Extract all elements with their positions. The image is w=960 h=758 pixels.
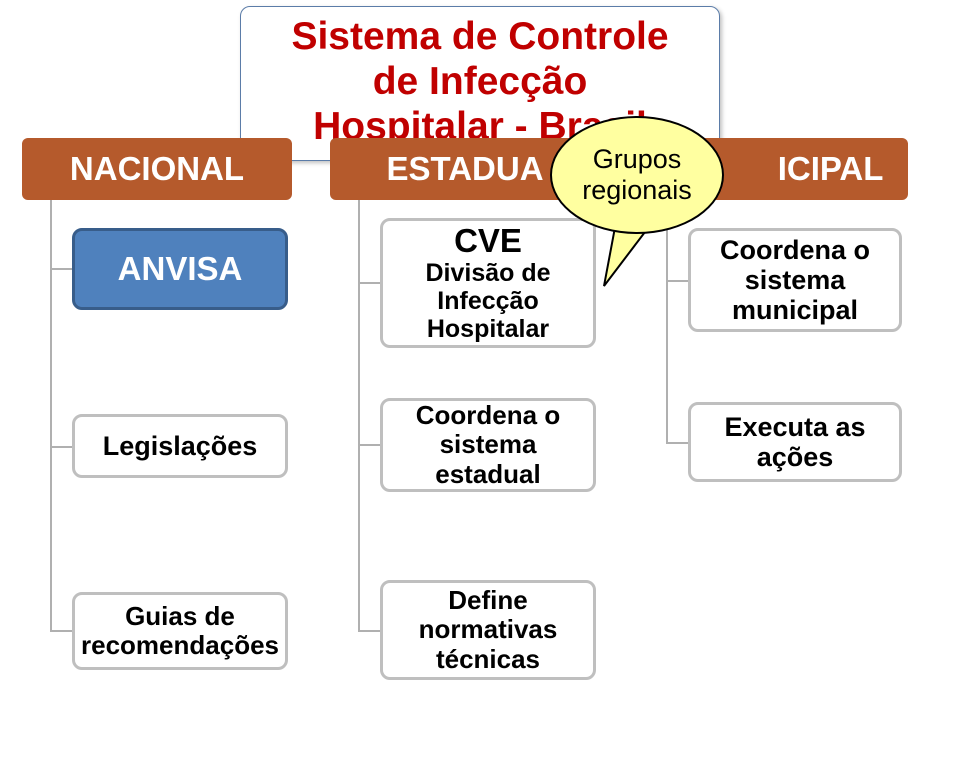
callout-line-2: regionais — [582, 175, 692, 206]
estadual-box-2-line-1: normativas — [419, 615, 558, 644]
header-nacional-label: NACIONAL — [70, 150, 244, 188]
connector — [358, 200, 360, 630]
nacional-box-2-line-0: Guias de — [125, 602, 235, 631]
nacional-box-1: Legislações — [72, 414, 288, 478]
connector — [50, 630, 72, 632]
nacional-box-2: Guias derecomendações — [72, 592, 288, 670]
header-nacional: NACIONAL — [22, 138, 292, 200]
estadual-box-1-line-1: sistema — [440, 430, 537, 459]
estadual-box-0-line-2: Infecção — [437, 287, 538, 315]
estadual-box-1: Coordena osistemaestadual — [380, 398, 596, 492]
municipal-box-1-line-1: ações — [757, 442, 834, 472]
municipal-box-1-line-0: Executa as — [724, 412, 865, 442]
estadual-box-0-line-3: Hospitalar — [427, 315, 549, 343]
header-municipal-label: ICIPAL — [778, 150, 884, 188]
estadual-box-0-line-0: CVE — [454, 223, 522, 260]
municipal-box-0: Coordena osistemamunicipal — [688, 228, 902, 332]
estadual-box-2-line-2: técnicas — [436, 645, 540, 674]
estadual-box-2-line-0: Define — [448, 586, 527, 615]
nacional-box-2-line-1: recomendações — [81, 631, 279, 660]
estadual-box-1-line-2: estadual — [435, 460, 541, 489]
connector — [50, 200, 52, 630]
estadual-box-0-line-1: Divisão de — [425, 259, 550, 287]
title-line-1: Sistema de Controle de Infecção — [267, 15, 693, 105]
municipal-box-0-line-1: sistema — [745, 265, 846, 295]
nacional-box-0-line-0: ANVISA — [118, 251, 243, 288]
municipal-box-1: Executa asações — [688, 402, 902, 482]
estadual-box-2: Definenormativastécnicas — [380, 580, 596, 680]
nacional-box-0: ANVISA — [72, 228, 288, 310]
connector — [50, 446, 72, 448]
municipal-box-0-line-0: Coordena o — [720, 235, 870, 265]
connector — [358, 630, 380, 632]
connector — [666, 442, 688, 444]
callout-line-1: Grupos — [593, 144, 682, 175]
connector — [666, 200, 668, 444]
connector — [50, 268, 72, 270]
nacional-box-1-line-0: Legislações — [103, 431, 258, 461]
estadual-box-0: CVEDivisão deInfecçãoHospitalar — [380, 218, 596, 348]
connector — [666, 280, 688, 282]
callout-grupos-regionais: Grupos regionais — [550, 116, 724, 234]
municipal-box-0-line-2: municipal — [732, 295, 858, 325]
header-estadual-label: ESTADUA — [386, 150, 543, 188]
connector — [358, 444, 380, 446]
estadual-box-1-line-0: Coordena o — [416, 401, 560, 430]
connector — [358, 282, 380, 284]
